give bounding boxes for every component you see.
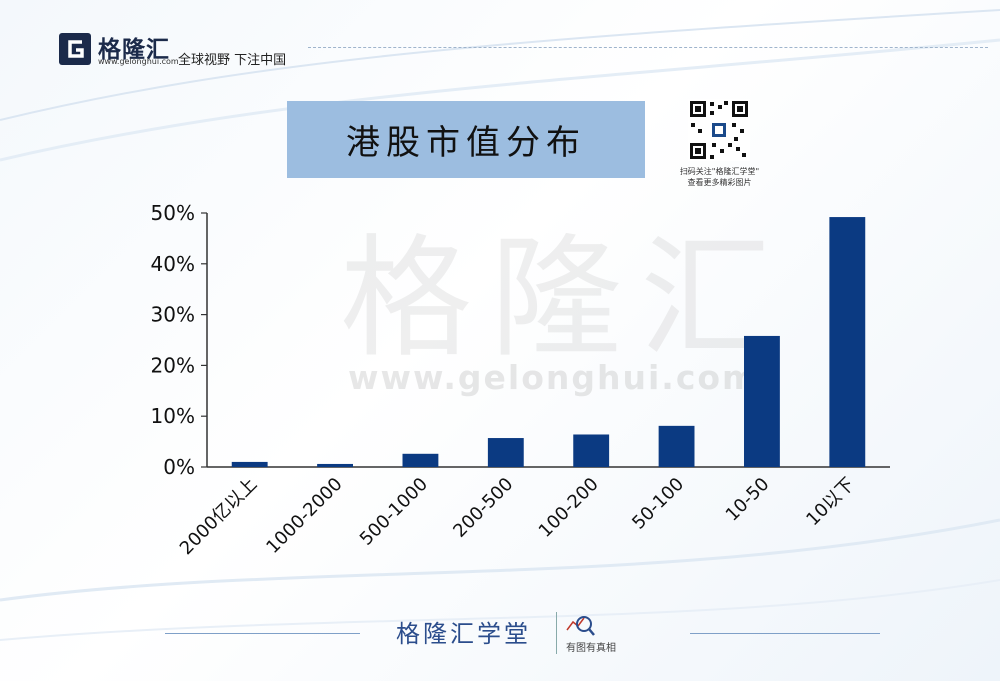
header-divider [308, 47, 988, 48]
footer-brand: 格隆汇学堂 [396, 620, 531, 648]
brand-url: www.gelonghui.com [98, 57, 179, 66]
bar-5 [658, 425, 695, 467]
footer-tagline: 有图有真相 [566, 643, 616, 654]
y-tick-label: 10% [151, 404, 195, 428]
x-tick-label: 10-50 [722, 474, 774, 526]
bar-0 [231, 461, 268, 467]
magnifier-chart-icon [566, 616, 595, 636]
qr-caption-line1: 扫码关注"格隆汇学堂" [679, 167, 760, 176]
x-tick-label: 2000亿以上 [176, 474, 261, 559]
footer-line-left [165, 633, 360, 634]
x-tick-label: 500-1000 [356, 474, 432, 550]
x-tick-label: 50-100 [628, 474, 688, 534]
y-tick-label: 20% [151, 353, 195, 377]
gelonghui-logo-icon [59, 33, 91, 65]
chart-title: 港股市值分布 [346, 123, 586, 163]
x-tick-label: 100-200 [535, 474, 603, 542]
qr-caption-line2: 查看更多精彩图片 [687, 178, 752, 187]
x-tick-label: 200-500 [449, 474, 517, 542]
watermark-text: 格隆汇 [340, 222, 790, 376]
y-tick-label: 0% [163, 455, 195, 479]
bar-2 [402, 453, 439, 467]
x-tick-label: 1000-2000 [262, 474, 346, 558]
slogan: 全球视野 下注中国 [178, 53, 287, 68]
x-tick-label: 10以下 [802, 474, 859, 531]
bar-6 [744, 335, 780, 467]
bar-3 [487, 438, 524, 467]
footer-separator [556, 612, 557, 654]
bar-7 [829, 217, 866, 467]
qr-caption: 扫码关注"格隆汇学堂" 查看更多精彩图片 [662, 166, 777, 188]
title-banner: 港股市值分布 [287, 101, 645, 178]
qr-code-icon[interactable] [688, 99, 750, 161]
watermark-url: www.gelonghui.com [348, 358, 759, 397]
y-tick-label: 30% [151, 303, 195, 327]
brand-name: 格隆汇 [98, 37, 170, 63]
y-tick-label: 50% [151, 201, 195, 225]
y-tick-label: 40% [151, 252, 195, 276]
footer-line-right [690, 633, 880, 634]
bar-1 [317, 463, 353, 467]
header: 格隆汇 www.gelonghui.com 全球视野 下注中国 [58, 28, 988, 68]
bar-4 [573, 434, 610, 467]
